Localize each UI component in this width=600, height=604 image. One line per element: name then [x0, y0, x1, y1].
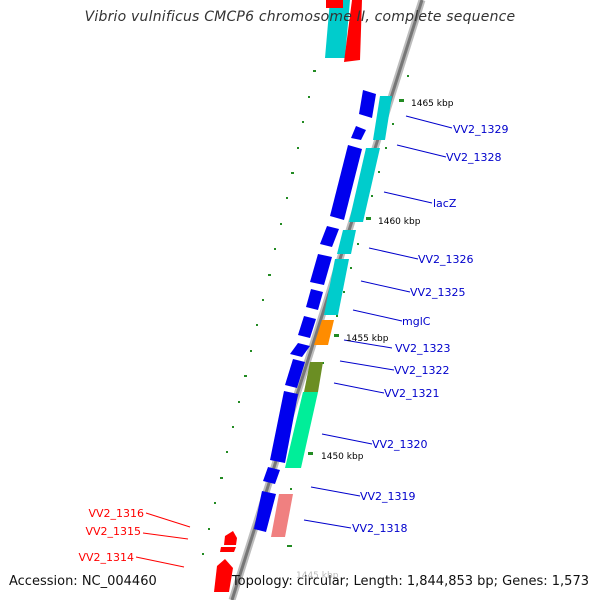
gene-label-vv2-1316[interactable]: VV2_1316: [88, 507, 144, 520]
kbp-label: 1465 kbp: [411, 99, 454, 109]
gene-label-vv2-1318[interactable]: VV2_1318: [352, 522, 408, 535]
kbp-scale-labels: 1465 kbp 1460 kbp 1455 kbp 1450 kbp 1445…: [296, 99, 454, 581]
gene-label-vv2-1321[interactable]: VV2_1321: [384, 387, 440, 400]
cds-forward-strand: [254, 90, 376, 532]
cds-left-features: [214, 531, 237, 592]
kbp-label: 1445 kbp: [296, 571, 339, 581]
gene-labels-right: VV2_1329 VV2_1328 lacZ VV2_1326 VV2_1325…: [352, 123, 509, 535]
gene-label-vv2-1325[interactable]: VV2_1325: [410, 286, 466, 299]
accession-text: Accession: NC_004460: [9, 574, 157, 589]
gene-label-vv2-1315[interactable]: VV2_1315: [85, 525, 141, 538]
kbp-label: 1450 kbp: [321, 452, 364, 462]
chromosome-title: Vibrio vulnificus CMCP6 chromosome II, c…: [84, 9, 516, 25]
gene-label-vv2-1314[interactable]: VV2_1314: [78, 551, 134, 564]
gene-label-vv2-1319[interactable]: VV2_1319: [360, 490, 416, 503]
topology-summary: Topology: circular; Length: 1,844,853 bp…: [231, 574, 589, 589]
cds-reverse-strand: [271, 96, 392, 537]
cds-top-cropped: [325, 0, 362, 62]
gene-labels-left: VV2_1316 VV2_1315 VV2_1314: [78, 507, 144, 564]
outer-ruler-ticks: [202, 70, 316, 555]
kbp-label: 1460 kbp: [378, 217, 421, 227]
gene-label-vv2-1326[interactable]: VV2_1326: [418, 253, 474, 266]
gene-label-vv2-1323[interactable]: VV2_1323: [395, 342, 451, 355]
gene-label-vv2-1329[interactable]: VV2_1329: [453, 123, 509, 136]
gene-label-vv2-1320[interactable]: VV2_1320: [372, 438, 428, 451]
gene-label-mglc[interactable]: mglC: [402, 315, 431, 328]
leader-lines-left: [135, 512, 191, 568]
inner-ruler-ticks: [287, 75, 409, 547]
kbp-label: 1455 kbp: [346, 334, 389, 344]
gene-label-lacz[interactable]: lacZ: [433, 197, 457, 210]
leader-lines-right: [303, 115, 453, 529]
gene-label-vv2-1328[interactable]: VV2_1328: [446, 151, 502, 164]
gene-label-vv2-1322[interactable]: VV2_1322: [394, 364, 450, 377]
